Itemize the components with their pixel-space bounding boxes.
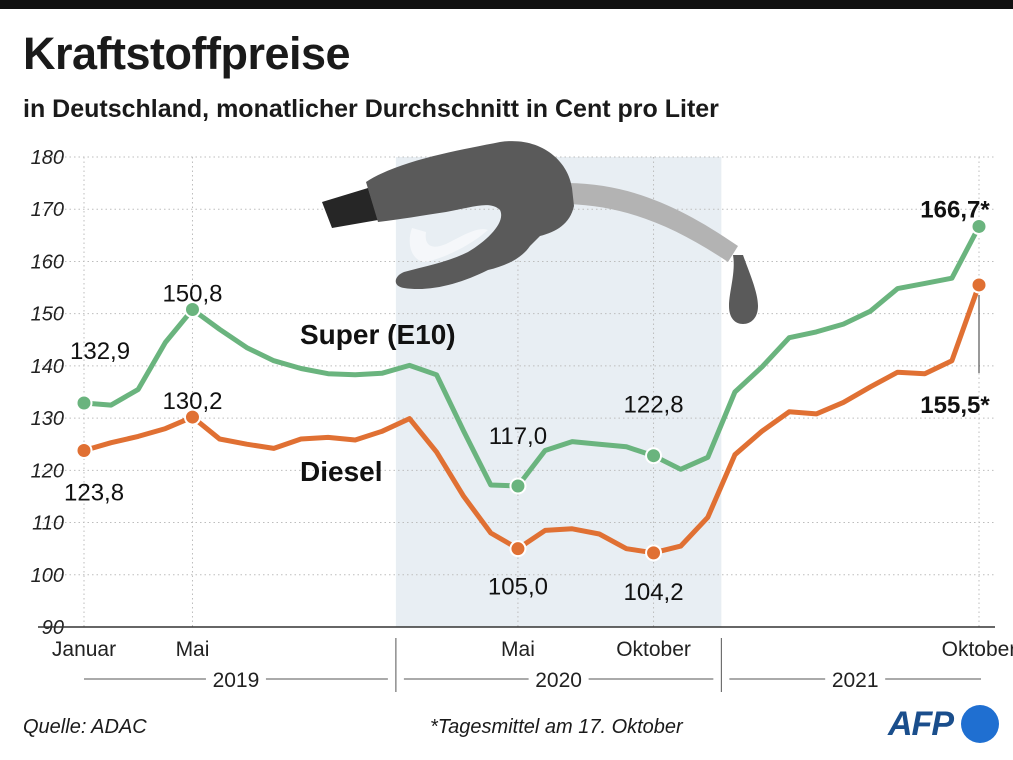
super-value-label: 150,8	[162, 280, 222, 307]
diesel-value-label: 105,0	[488, 574, 548, 601]
super-point	[645, 447, 663, 465]
y-tick-label: 120	[31, 460, 64, 482]
y-tick-label: 130	[31, 408, 64, 430]
source-note: Quelle: ADAC	[23, 716, 147, 738]
super-point	[75, 394, 93, 412]
diesel-point	[183, 408, 201, 426]
y-tick-label: 170	[31, 199, 64, 221]
page-subtitle: in Deutschland, monatlicher Durchschnitt…	[23, 95, 719, 123]
diesel-point	[970, 276, 988, 294]
fuel-nozzle	[366, 141, 574, 290]
year-label: 2019	[213, 669, 260, 692]
diesel-value-label: 104,2	[624, 579, 684, 606]
diesel-value-label: 155,5*	[920, 392, 990, 419]
diesel-value-label: 130,2	[162, 388, 222, 415]
diesel-point	[75, 441, 93, 459]
y-tick-label: 110	[32, 513, 64, 535]
super-point	[970, 217, 988, 235]
y-tick-label: 100	[31, 565, 64, 587]
footnote: *Tagesmittel am 17. Oktober	[430, 716, 683, 738]
year-label: 2021	[832, 669, 879, 692]
diesel-line	[81, 282, 982, 556]
x-tick-label: Januar	[52, 638, 116, 661]
y-tick-label: 140	[31, 356, 64, 378]
diesel-series-label: Diesel	[300, 456, 383, 487]
y-tick-label: 90	[42, 617, 64, 639]
super-point	[509, 477, 527, 495]
x-tick-label: Oktober	[942, 638, 1013, 661]
year-label: 2020	[535, 669, 582, 692]
super-value-label: 122,8	[624, 392, 684, 419]
nozzle-trigger-gap	[409, 228, 488, 262]
afp-logo: AFP	[888, 704, 999, 744]
super-value-label: 117,0	[489, 423, 547, 450]
afp-logo-dot	[961, 705, 999, 743]
afp-logo-text: AFP	[888, 705, 954, 743]
x-tick-label: Mai	[176, 638, 210, 661]
fuel-drop	[729, 255, 758, 324]
nozzle-spout	[322, 188, 378, 228]
fuel-hose	[568, 183, 738, 262]
super-line	[81, 224, 982, 489]
y-tick-label: 180	[31, 147, 64, 169]
x-tick-label: Oktober	[616, 638, 691, 661]
diesel-point	[509, 540, 527, 558]
super-value-label: 132,9	[70, 338, 130, 365]
super-series-label: Super (E10)	[300, 319, 456, 350]
y-tick-label: 150	[31, 304, 64, 326]
x-tick-label: Mai	[501, 638, 535, 661]
super-value-label: 166,7*	[920, 196, 990, 223]
y-tick-label: 160	[31, 251, 64, 273]
diesel-point	[645, 544, 663, 562]
top-rule	[0, 0, 1013, 9]
page-title: Kraftstoffpreise	[23, 28, 351, 79]
diesel-value-label: 123,8	[64, 479, 124, 506]
super-point	[183, 300, 201, 318]
